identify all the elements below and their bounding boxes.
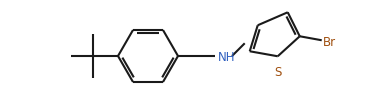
Text: NH: NH <box>218 51 235 64</box>
Text: S: S <box>274 66 282 79</box>
Text: Br: Br <box>323 36 336 48</box>
